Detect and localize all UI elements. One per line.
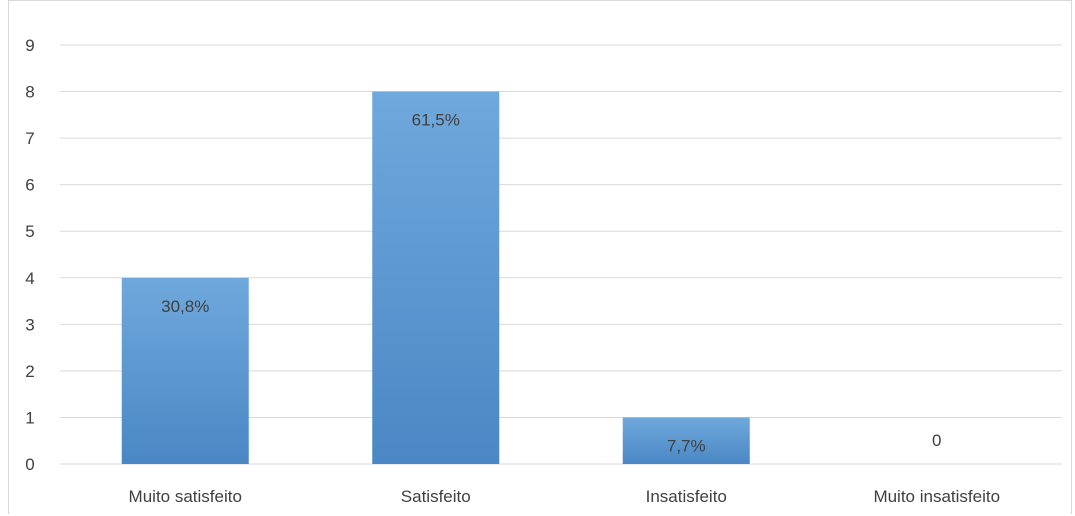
y-axis-ticks: 0 1 2 3 4 5 6 7 8 9 bbox=[25, 36, 34, 474]
y-tick-label: 3 bbox=[25, 315, 34, 334]
y-tick-label: 9 bbox=[25, 36, 34, 55]
y-tick-label: 0 bbox=[25, 455, 34, 474]
x-axis-categories: Muito satisfeito Satisfeito Insatisfeito Mu… bbox=[129, 487, 1001, 506]
bar-2 bbox=[622, 417, 750, 464]
category-label-0: Muito satisfeito bbox=[129, 487, 242, 506]
category-label-3: Muito insatisfeito bbox=[873, 487, 1000, 506]
bars bbox=[121, 91, 750, 465]
bar-0 bbox=[121, 277, 249, 464]
data-label-3: 0 bbox=[932, 431, 941, 450]
bar-1 bbox=[372, 91, 500, 465]
data-labels: 30,8% 61,5% 7,7% 0 bbox=[161, 111, 941, 456]
data-label-1: 61,5% bbox=[412, 111, 460, 130]
y-tick-label: 4 bbox=[25, 269, 34, 288]
data-label-2: 7,7% bbox=[667, 436, 706, 455]
y-tick-label: 8 bbox=[25, 83, 34, 102]
y-tick-label: 2 bbox=[25, 362, 34, 381]
y-tick-label: 5 bbox=[25, 222, 34, 241]
data-label-0: 30,8% bbox=[161, 297, 209, 316]
y-tick-label: 7 bbox=[25, 129, 34, 148]
y-tick-label: 6 bbox=[25, 176, 34, 195]
y-tick-label: 1 bbox=[25, 408, 34, 427]
category-label-1: Satisfeito bbox=[401, 487, 471, 506]
category-label-2: Insatisfeito bbox=[646, 487, 727, 506]
